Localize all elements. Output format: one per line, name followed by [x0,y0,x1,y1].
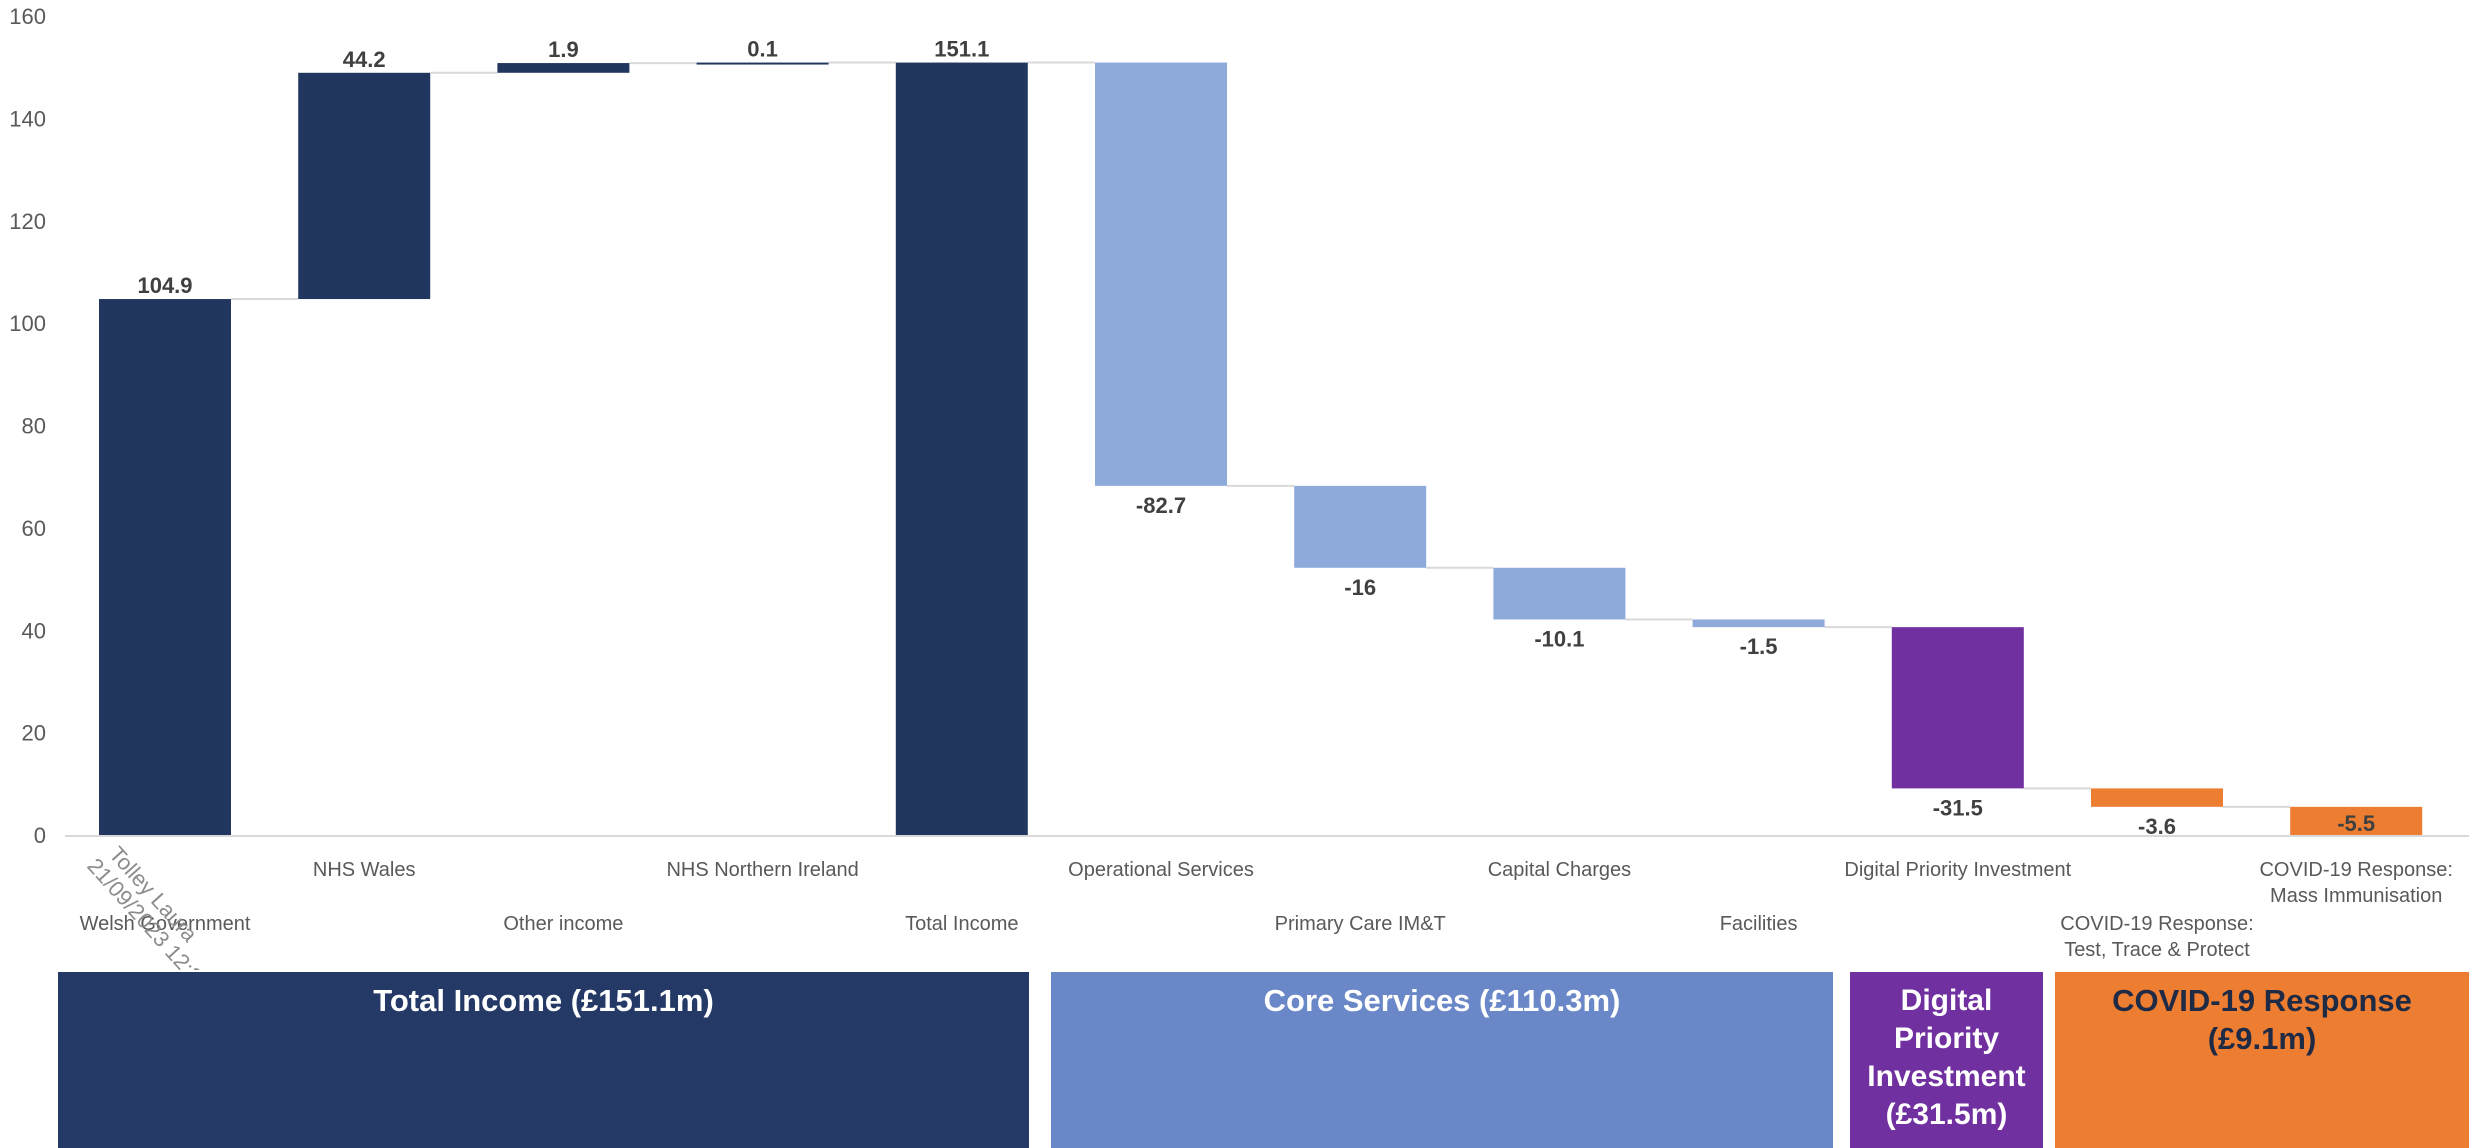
data-label: 151.1 [934,37,989,62]
y-tick-label: 100 [9,311,46,336]
x-tick-label: Digital Priority Investment [1844,859,2071,881]
data-label: 104.9 [137,273,192,298]
bar [1692,619,1825,628]
data-label: -1.5 [1740,634,1778,659]
x-tick-label: Operational Services [1068,859,1254,881]
y-tick-label: 160 [9,4,46,29]
y-tick-label: 0 [34,823,46,848]
data-label: -5.5 [2337,811,2375,836]
x-tick-label: Facilities [1720,913,1798,935]
watermark: Tolley Laura21/09/2023 12:23:59 [82,837,253,970]
group-band-label-line: (£9.1m) [2207,1021,2317,1056]
data-label: 44.2 [343,47,386,72]
group-band-label-line: Investment [1867,1060,2026,1093]
bar [1095,62,1227,486]
x-tick-label: Total Income [905,913,1018,935]
bar [1294,485,1427,568]
group-band-label-line: Core Services (£110.3m) [1263,983,1621,1018]
bar [497,63,630,73]
y-tick-label: 20 [22,721,46,746]
bar [696,62,829,65]
group-band-total-income: Total Income (£151.1m) [58,972,1029,1148]
x-tick-label: Welsh Government [80,913,251,935]
group-band-label-line: (£31.5m) [1885,1098,2008,1131]
data-label: 1.9 [548,37,579,62]
bar [1891,627,2024,789]
data-label: -31.5 [1933,795,1983,820]
bar [298,72,431,300]
y-tick-label: 80 [22,414,46,439]
bars [99,62,2423,837]
data-label: -16 [1344,575,1376,600]
connector-lines [231,61,2291,808]
data-label: -10.1 [1534,626,1584,651]
x-tick-label: COVID-19 Response: Mass Immunisation [2259,859,2452,907]
x-tick-label: COVID-19 Response: Test, Trace & Protect [2060,913,2253,961]
value-labels: 104.9 44.2 1.9 0.1 151.1 -82.7 -16 -10.1 -1.5 -31… [137,37,2375,839]
bar [2091,788,2223,807]
x-tick-label: NHS Wales [313,859,416,881]
group-band-covid-19-response: COVID-19 Response (£9.1m) [2055,972,2469,1148]
watermark-text: Tolley Laura21/09/2023 12:23:59 [82,837,253,970]
x-axis: Welsh Government NHS Wales Other income NHS… [65,835,2469,961]
bar [99,299,231,837]
y-tick-label: 140 [9,106,46,131]
x-tick-label: Capital Charges [1488,859,1631,881]
y-tick-label: 120 [9,209,46,234]
bar [895,62,1028,836]
group-band-label-line: Total Income (£151.1m) [373,983,714,1018]
data-label: -3.6 [2138,814,2176,839]
data-label: -82.7 [1136,493,1186,518]
bar [1493,567,1626,620]
y-axis: 0 20 40 60 80 100 120 140 160 [9,4,46,848]
waterfall-chart: 0 20 40 60 80 100 120 140 160 104.9 44.2 1.9 0.1 151… [9,4,2469,970]
x-tick-label: NHS Northern Ireland [666,859,858,881]
group-band-digital-priority-investment: Digital Priority Investment (£31.5m) [1850,972,2043,1148]
x-tick-label: Other income [503,913,623,935]
data-label: 0.1 [747,37,778,62]
group-band-label-line: Priority [1893,1022,2000,1055]
group-band-core-services: Core Services (£110.3m) [1051,972,1833,1148]
group-band-label-line: COVID-19 Response [2112,983,2412,1018]
group-band-label-line: Digital [1900,984,1993,1017]
bar [2290,806,2423,835]
y-tick-label: 60 [22,516,46,541]
y-tick-label: 40 [22,618,46,643]
x-tick-label: Primary Care IM&T [1275,913,1446,935]
